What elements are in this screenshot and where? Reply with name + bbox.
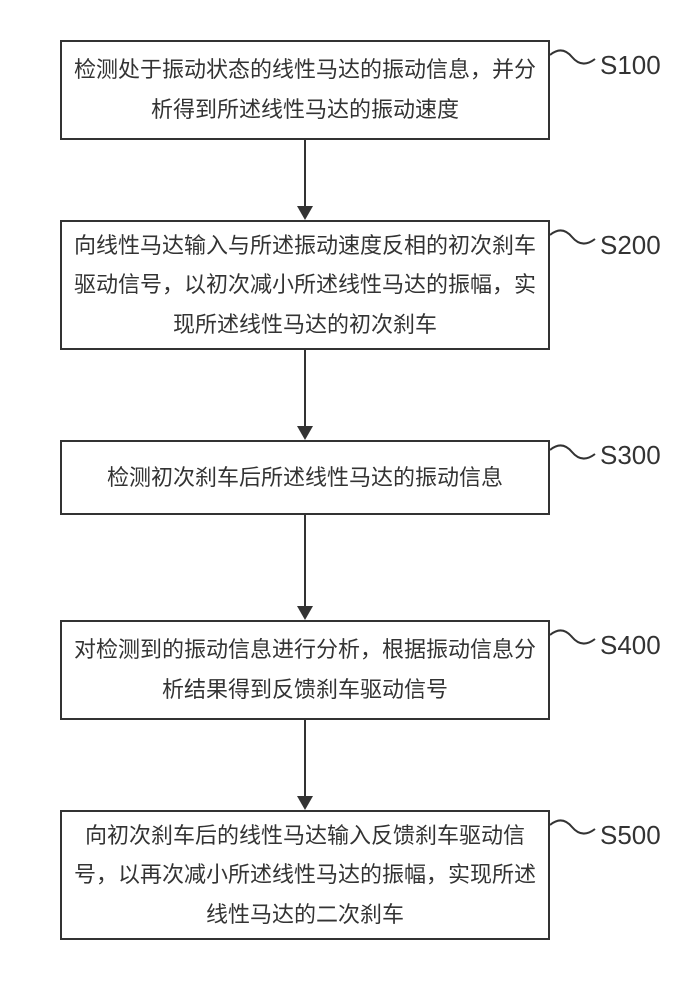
step-s200-label: S200 bbox=[600, 230, 661, 261]
squiggle-s300 bbox=[550, 440, 605, 470]
step-s100-text: 检测处于振动状态的线性马达的振动信息，并分析得到所述线性马达的振动速度 bbox=[62, 42, 548, 137]
squiggle-s200 bbox=[550, 225, 605, 255]
step-s300-box: 检测初次刹车后所述线性马达的振动信息 bbox=[60, 440, 550, 515]
flowchart-container: 检测处于振动状态的线性马达的振动信息，并分析得到所述线性马达的振动速度 S100… bbox=[0, 0, 698, 1000]
step-s200-box: 向线性马达输入与所述振动速度反相的初次刹车驱动信号，以初次减小所述线性马达的振幅… bbox=[60, 220, 550, 350]
arrow-s100-s200 bbox=[304, 140, 306, 206]
arrow-s400-s500 bbox=[304, 720, 306, 796]
step-s400-box: 对检测到的振动信息进行分析，根据振动信息分析结果得到反馈刹车驱动信号 bbox=[60, 620, 550, 720]
step-s400-text: 对检测到的振动信息进行分析，根据振动信息分析结果得到反馈刹车驱动信号 bbox=[62, 622, 548, 717]
step-s300-text: 检测初次刹车后所述线性马达的振动信息 bbox=[95, 450, 515, 506]
arrow-head-3 bbox=[297, 606, 313, 620]
step-s200-text: 向线性马达输入与所述振动速度反相的初次刹车驱动信号，以初次减小所述线性马达的振幅… bbox=[62, 218, 548, 353]
step-s500-text: 向初次刹车后的线性马达输入反馈刹车驱动信号，以再次减小所述线性马达的振幅，实现所… bbox=[62, 808, 548, 943]
squiggle-s400 bbox=[550, 625, 605, 655]
arrow-s200-s300 bbox=[304, 350, 306, 426]
step-s500-box: 向初次刹车后的线性马达输入反馈刹车驱动信号，以再次减小所述线性马达的振幅，实现所… bbox=[60, 810, 550, 940]
step-s400-label: S400 bbox=[600, 630, 661, 661]
squiggle-s500 bbox=[550, 815, 605, 845]
step-s100-box: 检测处于振动状态的线性马达的振动信息，并分析得到所述线性马达的振动速度 bbox=[60, 40, 550, 140]
arrow-s300-s400 bbox=[304, 515, 306, 606]
step-s500-label: S500 bbox=[600, 820, 661, 851]
arrow-head-2 bbox=[297, 426, 313, 440]
squiggle-s100 bbox=[550, 45, 605, 75]
step-s300-label: S300 bbox=[600, 440, 661, 471]
step-s100-label: S100 bbox=[600, 50, 661, 81]
